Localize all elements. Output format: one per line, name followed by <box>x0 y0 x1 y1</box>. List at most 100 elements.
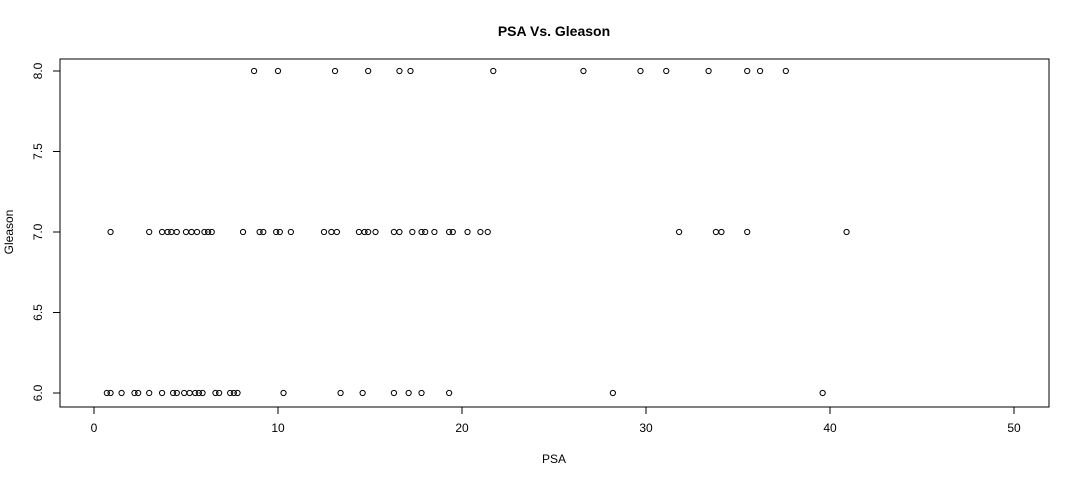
data-point <box>422 228 429 236</box>
data-point <box>609 389 616 397</box>
data-point <box>359 389 366 397</box>
x-tick-label: 10 <box>271 421 285 435</box>
data-point <box>146 389 153 397</box>
data-point <box>464 228 471 236</box>
data-point <box>158 228 166 236</box>
data-point <box>204 228 212 236</box>
data-point <box>782 67 789 75</box>
data-point <box>712 228 720 236</box>
data-point <box>107 228 114 236</box>
data-point <box>280 389 287 397</box>
x-axis-label: PSA <box>542 452 566 466</box>
data-point <box>418 228 425 236</box>
data-point <box>390 228 398 236</box>
data-point <box>449 228 456 236</box>
data-point <box>744 228 751 236</box>
data-point <box>201 228 208 236</box>
data-point <box>208 228 215 236</box>
data-point <box>168 228 175 236</box>
x-tick-label: 20 <box>455 421 469 435</box>
data-point <box>103 389 110 397</box>
data-point <box>718 228 725 236</box>
data-point <box>188 228 195 236</box>
data-point <box>328 228 335 236</box>
data-point <box>663 67 670 75</box>
data-point <box>287 228 294 236</box>
data-point <box>843 228 850 236</box>
y-axis-label: Gleason <box>2 210 16 255</box>
data-point <box>186 389 193 397</box>
data-point <box>182 228 190 236</box>
data-point <box>637 67 644 75</box>
data-point <box>239 228 247 236</box>
data-point <box>361 228 368 236</box>
data-point <box>819 389 826 397</box>
data-point <box>118 389 125 397</box>
data-point <box>193 228 201 236</box>
data-point <box>676 228 683 236</box>
x-tick-label: 40 <box>823 421 837 435</box>
data-point <box>234 389 241 397</box>
data-point <box>274 67 282 75</box>
data-point <box>195 389 202 397</box>
data-point <box>260 228 267 236</box>
data-point <box>170 389 177 397</box>
data-point <box>164 228 171 236</box>
data-point <box>173 389 180 397</box>
data-point <box>744 67 751 75</box>
data-point <box>158 389 166 397</box>
data-point <box>181 389 188 397</box>
data-point <box>355 228 363 236</box>
data-point <box>331 67 339 75</box>
chart-title: PSA Vs. Gleason <box>498 23 610 39</box>
data-point <box>396 67 403 75</box>
data-point <box>333 228 340 236</box>
data-point <box>365 67 372 75</box>
x-tick-label: 0 <box>91 421 98 435</box>
data-point <box>337 389 344 397</box>
x-axis: 0 10 20 30 40 50 <box>91 406 1021 435</box>
data-point <box>273 228 280 236</box>
data-point <box>405 389 412 397</box>
x-tick-label: 30 <box>639 421 653 435</box>
data-point <box>372 228 379 236</box>
data-point <box>256 228 263 236</box>
x-tick-label: 50 <box>1007 421 1021 435</box>
data-point <box>490 67 497 75</box>
data-point <box>409 228 416 236</box>
data-point <box>230 389 237 397</box>
data-point <box>216 389 223 397</box>
y-tick-label: 7.5 <box>31 143 45 160</box>
data-point <box>192 389 199 397</box>
y-tick-label: 6.0 <box>31 384 45 401</box>
data-point <box>131 389 138 397</box>
y-axis: 6.0 6.5 7.0 7.5 8.0 <box>31 62 61 401</box>
data-point <box>477 228 484 236</box>
data-point <box>199 389 206 397</box>
data-point <box>396 228 403 236</box>
data-point <box>320 228 328 236</box>
data-point <box>173 228 180 236</box>
data-point <box>407 67 414 75</box>
plot-frame <box>59 58 1050 408</box>
y-tick-label: 6.5 <box>31 304 45 321</box>
data-point <box>484 228 491 236</box>
data-point <box>135 389 142 397</box>
data-point <box>580 67 587 75</box>
data-point <box>146 228 153 236</box>
data-point <box>431 228 438 236</box>
data-point <box>446 389 453 397</box>
data-point <box>390 389 398 397</box>
y-tick-label: 8.0 <box>31 62 45 79</box>
data-point <box>276 228 283 236</box>
data-point <box>446 228 453 236</box>
data-point <box>107 389 114 397</box>
data-point <box>227 389 234 397</box>
data-points <box>103 67 850 397</box>
data-point <box>212 389 219 397</box>
y-tick-label: 7.0 <box>31 223 45 240</box>
data-point <box>756 67 764 75</box>
data-point <box>418 389 425 397</box>
data-point <box>705 67 712 75</box>
